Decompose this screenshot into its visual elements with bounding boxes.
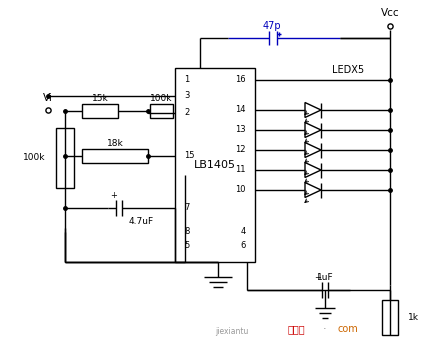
Text: 11: 11 bbox=[235, 166, 246, 175]
Text: ·: · bbox=[322, 324, 326, 334]
Text: 4: 4 bbox=[240, 226, 246, 236]
Text: 15k: 15k bbox=[92, 95, 108, 104]
Text: 6: 6 bbox=[240, 241, 246, 250]
Text: 10: 10 bbox=[235, 186, 246, 194]
Text: 1uF: 1uF bbox=[316, 272, 332, 282]
Text: 3: 3 bbox=[184, 92, 189, 100]
Text: 100k: 100k bbox=[23, 154, 45, 163]
Text: 16: 16 bbox=[235, 75, 246, 84]
Text: 12: 12 bbox=[235, 145, 246, 154]
Text: 7: 7 bbox=[184, 203, 189, 213]
Text: +: + bbox=[314, 272, 321, 282]
Text: 18k: 18k bbox=[106, 140, 123, 149]
Text: jiexiantu: jiexiantu bbox=[215, 328, 248, 336]
Text: 100k: 100k bbox=[150, 95, 172, 104]
Text: LEDX5: LEDX5 bbox=[331, 65, 363, 75]
Text: 13: 13 bbox=[235, 126, 246, 134]
Bar bbox=[381, 300, 397, 335]
Text: LB1405: LB1405 bbox=[194, 160, 236, 170]
Text: 8: 8 bbox=[184, 226, 189, 236]
Text: 1: 1 bbox=[184, 75, 189, 84]
Bar bbox=[150, 104, 173, 118]
Text: 1k: 1k bbox=[407, 313, 418, 322]
Text: 4.7uF: 4.7uF bbox=[128, 217, 154, 226]
Bar bbox=[82, 104, 118, 118]
Text: +: + bbox=[110, 191, 117, 201]
Text: Vi: Vi bbox=[43, 93, 53, 103]
Bar bbox=[82, 149, 148, 163]
Text: com: com bbox=[337, 324, 358, 334]
Bar bbox=[174, 68, 254, 262]
Text: 2: 2 bbox=[184, 108, 189, 118]
Text: 47p: 47p bbox=[262, 21, 281, 31]
Bar bbox=[56, 128, 74, 188]
Text: 14: 14 bbox=[235, 106, 246, 115]
Text: 15: 15 bbox=[184, 152, 194, 161]
Text: Vcc: Vcc bbox=[380, 8, 398, 18]
Text: 接线图: 接线图 bbox=[286, 324, 304, 334]
Text: 5: 5 bbox=[184, 241, 189, 250]
